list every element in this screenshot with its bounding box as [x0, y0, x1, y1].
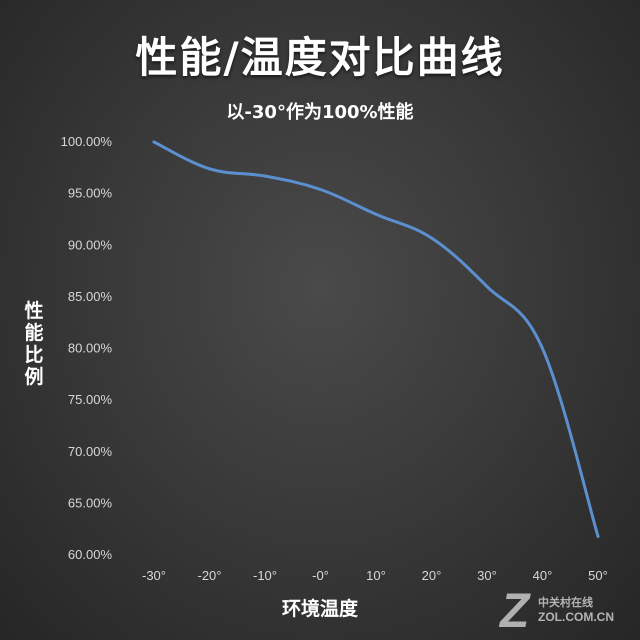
- y-tick-label: 85.00%: [68, 289, 113, 304]
- zol-watermark: Z 中关村在线 ZOL.COM.CN: [500, 585, 632, 638]
- chart-title: 性能/温度对比曲线: [135, 33, 505, 82]
- y-tick-label: 65.00%: [68, 495, 113, 510]
- watermark-en-text: ZOL.COM.CN: [538, 610, 614, 624]
- chart-subtitle: 以-30°作为100%性能: [226, 102, 414, 123]
- series-lines: [152, 140, 600, 538]
- y-axis-label: 性能比例: [24, 300, 44, 388]
- x-tick-label: -0°: [312, 568, 329, 583]
- zol-logo-icon: Z: [500, 585, 530, 638]
- series-line: [152, 140, 600, 538]
- data-point: [263, 174, 267, 178]
- data-point: [319, 187, 322, 191]
- x-tick-label: -10°: [253, 568, 277, 583]
- y-tick-label: 95.00%: [68, 186, 113, 201]
- x-tick-label: -30°: [142, 568, 166, 583]
- x-tick-labels: -30° -20° -10° -0° 10° 20° 30° 40° 50°: [142, 568, 608, 583]
- y-tick-label: 60.00%: [68, 547, 113, 562]
- watermark-cn-text: 中关村在线: [538, 596, 593, 609]
- data-point: [152, 140, 156, 144]
- data-point: [596, 534, 600, 538]
- y-tick-label: 90.00%: [68, 237, 113, 252]
- y-tick-label: 100.00%: [61, 134, 113, 149]
- y-tick-label: 75.00%: [68, 392, 113, 407]
- data-point: [208, 167, 211, 171]
- y-tick-label: 80.00%: [68, 341, 113, 356]
- x-tick-label: 10°: [366, 568, 386, 583]
- data-point: [485, 285, 489, 289]
- y-tick-label: 70.00%: [68, 444, 113, 459]
- x-tick-label: -20°: [198, 568, 222, 583]
- data-point: [430, 236, 433, 240]
- data-point: [374, 212, 378, 216]
- data-point: [541, 347, 544, 350]
- x-axis-label: 环境温度: [281, 598, 358, 620]
- x-tick-label: 20°: [422, 568, 442, 583]
- x-tick-label: 50°: [588, 568, 608, 583]
- x-tick-label: 40°: [533, 568, 553, 583]
- y-tick-labels: 100.00% 95.00% 90.00% 85.00% 80.00% 75.00% 70.…: [61, 134, 113, 562]
- x-tick-label: 30°: [477, 568, 497, 583]
